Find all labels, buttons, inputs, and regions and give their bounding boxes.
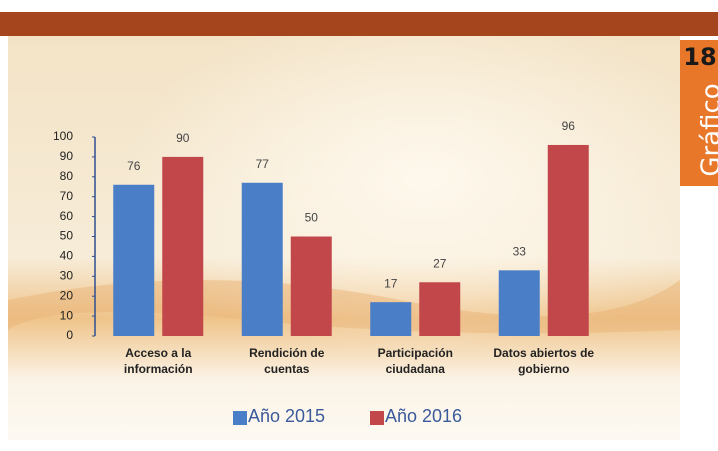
x-tick-label: Participación ciudadana [355,345,475,377]
bar [370,302,411,336]
badge-label: Gráfico [697,83,718,176]
bar [419,282,460,336]
y-tick-label: 50 [60,229,74,243]
y-tick-label: 0 [66,328,73,342]
y-tick-label: 20 [60,288,74,302]
bar [162,157,203,336]
page: 18 Gráfico 0 10 20 30 40 50 60 70 80 90 100 76 90 77 5… [0,0,718,451]
y-tick-label: 80 [60,169,74,183]
y-tick-label: 90 [60,149,74,163]
y-tick-label: 100 [53,129,73,143]
bar [242,183,283,336]
bar [548,145,589,336]
value-label: 96 [562,119,576,133]
value-label: 77 [256,157,270,171]
y-tick-label: 10 [60,308,74,322]
x-tick-label: Acceso a la información [98,345,218,377]
value-label: 27 [433,256,447,270]
bar [499,270,540,336]
value-label: 33 [513,245,527,259]
chart: 18 Gráfico 0 10 20 30 40 50 60 70 80 90 100 76 90 77 5… [0,0,718,451]
y-tick-label: 30 [60,268,74,282]
legend-label: Año 2016 [385,406,462,427]
y-tick-label: 70 [60,189,74,203]
bar [113,185,154,336]
top-band [0,12,718,36]
y-tick-label: 40 [60,249,74,263]
value-label: 17 [384,276,398,290]
x-tick-label: Datos abiertos de gobierno [484,345,604,377]
y-tick-label: 60 [60,209,74,223]
value-label: 50 [305,211,319,225]
legend-swatch [370,411,384,425]
legend-label: Año 2015 [248,406,325,427]
bar [291,237,332,337]
badge-number: 18 [683,43,716,71]
value-label: 76 [127,159,141,173]
x-tick-label: Rendición de cuentas [227,345,347,377]
value-label: 90 [176,131,190,145]
legend-swatch [233,411,247,425]
